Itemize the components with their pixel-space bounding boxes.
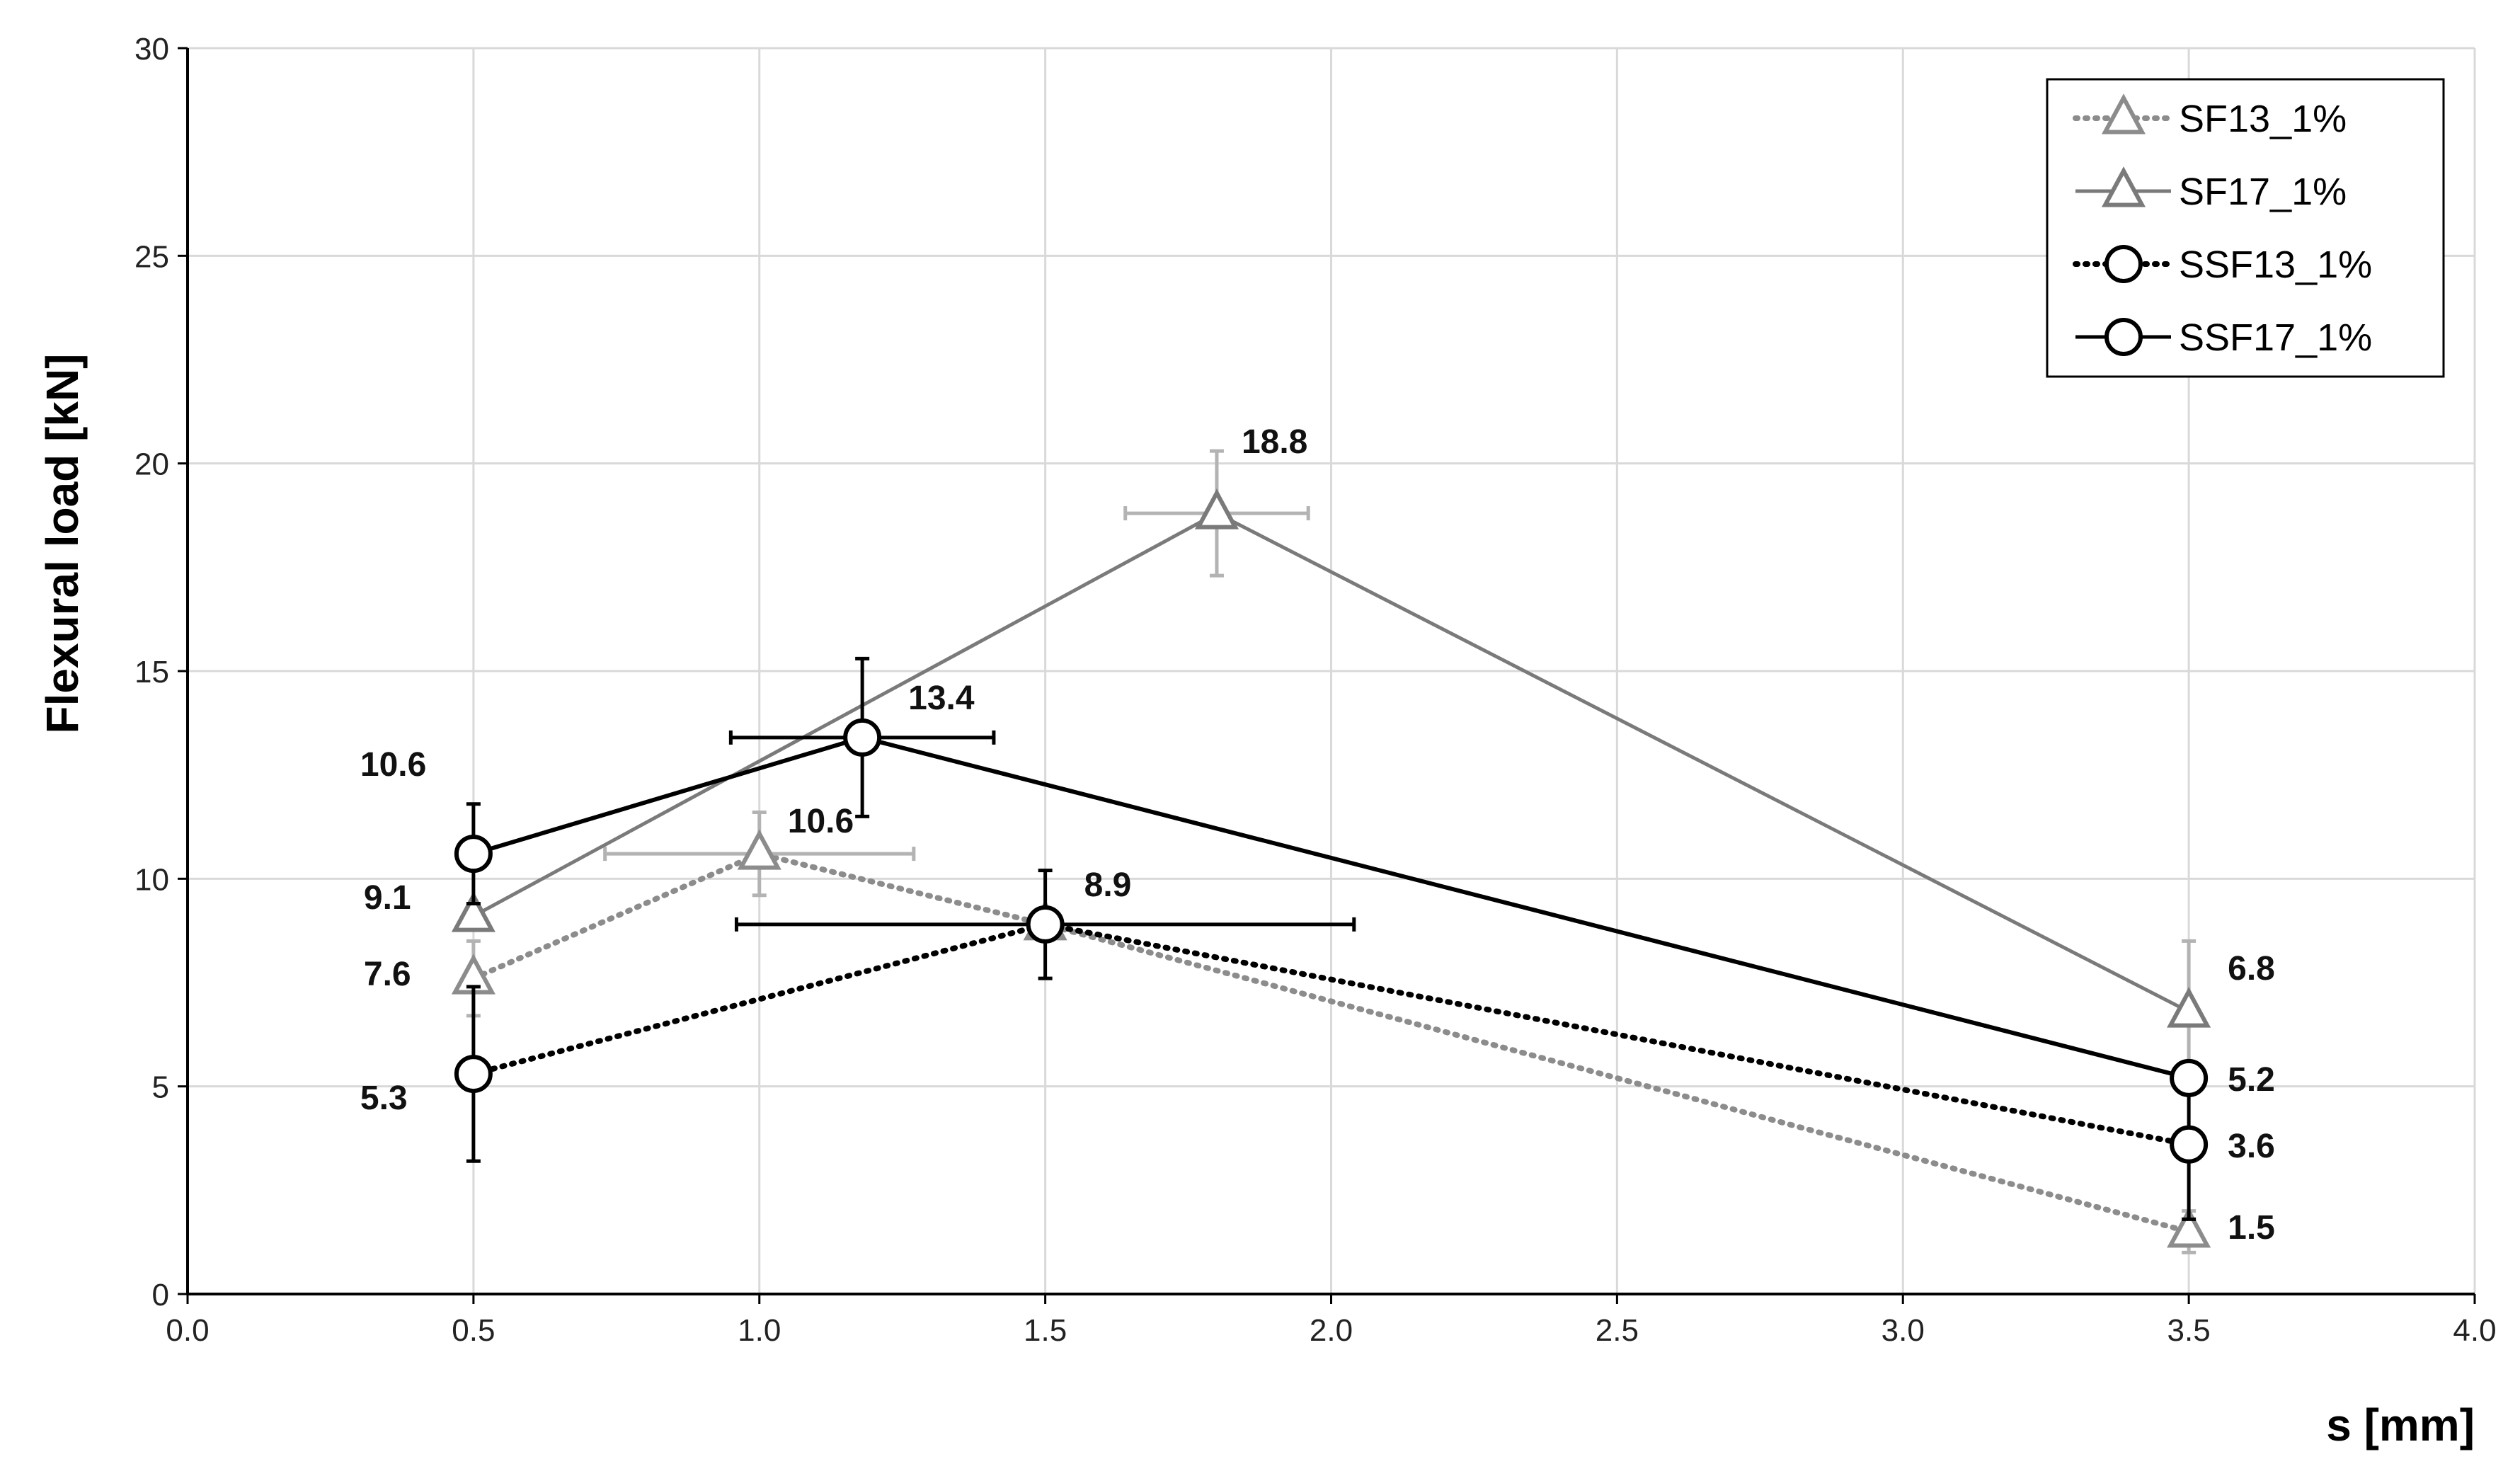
series-line (470, 850, 2192, 1235)
data-point (2167, 987, 2211, 1028)
x-tick-label: 3.5 (2167, 1313, 2211, 1348)
legend-item: SSF17_1% (2075, 316, 2372, 359)
y-tick-label: 5 (152, 1070, 169, 1105)
data-point (843, 718, 882, 757)
series-SF13_1% (451, 810, 2211, 1254)
data-point (451, 891, 496, 932)
legend-item: SF13_1% (2073, 93, 2347, 140)
legend-item: SF17_1% (2075, 166, 2347, 213)
data-point (1194, 488, 1239, 530)
y-tick-label: 25 (134, 239, 169, 274)
data-label: 9.1 (364, 879, 411, 917)
x-tick-label: 0.0 (166, 1313, 209, 1348)
y-tick-label: 0 (152, 1278, 169, 1312)
data-label: 5.2 (2228, 1061, 2275, 1099)
y-tick-label: 15 (134, 655, 169, 689)
x-tick-label: 2.0 (1310, 1313, 1353, 1348)
data-point (2170, 1058, 2209, 1097)
data-point (2167, 1207, 2211, 1248)
x-tick-label: 1.0 (738, 1313, 781, 1348)
data-label: 18.8 (1242, 423, 1307, 461)
legend-label: SF17_1% (2179, 171, 2347, 213)
data-point (454, 835, 493, 874)
data-label: 5.3 (360, 1080, 408, 1117)
x-tick-label: 1.5 (1024, 1313, 1067, 1348)
data-point (1026, 905, 1065, 944)
legend: SF13_1% SF17_1% SSF13_1% SSF17_1% (2046, 78, 2445, 378)
series-line (470, 921, 2192, 1147)
data-label: 13.4 (908, 680, 975, 717)
y-tick-label: 10 (134, 862, 169, 897)
axes (178, 47, 2476, 1304)
data-label: 7.6 (364, 956, 411, 993)
data-label: 3.6 (2228, 1128, 2275, 1165)
data-label: 10.6 (788, 803, 854, 840)
series-group (451, 449, 2211, 1254)
legend-label: SSF13_1% (2179, 244, 2372, 286)
data-label: 1.5 (2228, 1209, 2275, 1247)
y-axis-title: Flexural load [kN] (37, 354, 88, 734)
series-SSF17_1% (454, 656, 2209, 1097)
data-label: 10.6 (360, 746, 426, 784)
x-axis-title: s [mm] (2326, 1400, 2475, 1450)
data-label: 6.8 (2228, 950, 2275, 988)
legend-label: SF13_1% (2179, 98, 2347, 140)
legend-marker (2104, 318, 2143, 356)
data-point (737, 829, 781, 870)
y-tick-label: 20 (134, 447, 169, 482)
data-label: 8.9 (1084, 866, 1132, 904)
legend-marker (2101, 166, 2146, 207)
legend-item: SSF13_1% (2073, 244, 2372, 286)
data-point (454, 1055, 493, 1094)
tick-labels: 0.0 0.5 1.0 1.5 2.0 2.5 3.0 3.5 4.0 0 5 10 15 20 25 30 (134, 32, 2497, 1348)
legend-marker (2101, 93, 2146, 134)
legend-marker (2104, 245, 2143, 283)
x-tick-label: 0.5 (452, 1313, 495, 1348)
data-labels: 10.6 9.1 7.6 5.3 13.4 10.6 8.9 18.8 6.8 5.2 3.6 1.5 (360, 423, 2275, 1247)
x-tick-label: 4.0 (2453, 1313, 2496, 1348)
data-point (2170, 1125, 2209, 1164)
series-SSF13_1% (454, 869, 2209, 1221)
legend-label: SSF17_1% (2179, 316, 2372, 359)
x-tick-label: 2.5 (1596, 1313, 1639, 1348)
y-tick-label: 30 (134, 32, 169, 67)
x-tick-label: 3.0 (1882, 1313, 1925, 1348)
